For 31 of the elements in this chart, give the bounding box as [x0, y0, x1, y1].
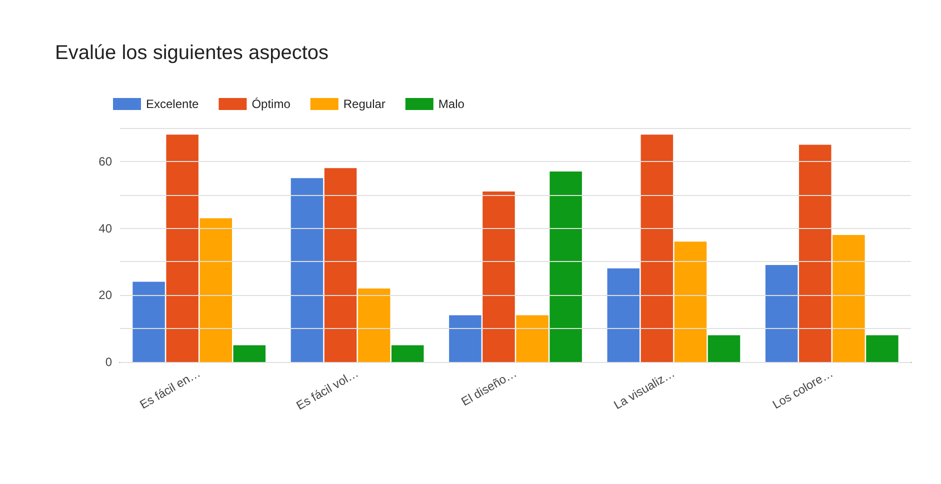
bar [166, 134, 198, 362]
bar [674, 242, 707, 362]
bar [233, 345, 266, 362]
bar [607, 268, 640, 362]
chart-title: Evalúe los siguientes aspectos [55, 42, 328, 64]
x-tick-label: Es fácil en… [137, 366, 203, 412]
bar [516, 315, 548, 362]
bar [550, 171, 582, 362]
bar [799, 144, 832, 362]
legend-label: Excelente [146, 97, 200, 111]
bar [640, 134, 674, 362]
y-tick-label: 60 [98, 154, 112, 168]
y-tick-label: 40 [98, 221, 112, 236]
bar [765, 265, 798, 362]
bar [708, 335, 740, 362]
legend-label: Malo [438, 97, 465, 111]
bar [449, 315, 482, 362]
legend-label: Regular [343, 97, 386, 111]
bar [132, 282, 165, 362]
bar [866, 335, 898, 362]
y-tick-label: 0 [105, 355, 112, 369]
bar [290, 178, 324, 362]
y-tick-label: 20 [98, 288, 112, 302]
legend-label: Óptimo [252, 97, 291, 111]
bar [391, 345, 424, 362]
bar [200, 218, 232, 362]
bar [324, 168, 357, 362]
bar [832, 234, 865, 362]
x-tick-label: Es fácil vol… [294, 366, 361, 413]
bar [358, 288, 390, 362]
bar [482, 192, 515, 362]
